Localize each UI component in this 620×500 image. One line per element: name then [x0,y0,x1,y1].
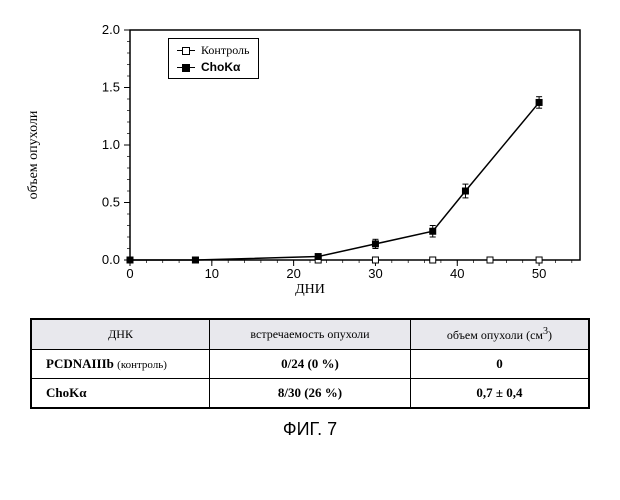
svg-text:1.0: 1.0 [102,137,120,152]
cell-dnk: PCDNAIIIb (контроль) [31,350,210,379]
chart-legend: Контроль ChoKα [168,38,259,79]
legend-item-choka: ChoKα [177,59,250,75]
table-row: PCDNAIIIb (контроль) 0/24 (0 %) 0 [31,350,589,379]
col-header-incidence: встречаемость опухоли [210,319,411,350]
cell-incidence: 8/30 (26 %) [210,379,411,409]
table-header-row: ДНК встречаемость опухоли объем опухоли … [31,319,589,350]
cell-incidence: 0/24 (0 %) [210,350,411,379]
y-axis-label: объем опухоли [26,111,42,200]
legend-label: ChoKα [201,60,240,74]
svg-text:2.0: 2.0 [102,22,120,37]
filled-square-icon [177,67,195,68]
figure-caption: ФИГ. 7 [20,419,600,440]
svg-text:0.5: 0.5 [102,195,120,210]
svg-text:0.0: 0.0 [102,252,120,267]
svg-text:30: 30 [368,266,382,281]
cell-volume: 0 [410,350,589,379]
open-square-icon [177,50,195,51]
table-row: ChoKα 8/30 (26 %) 0,7 ± 0,4 [31,379,589,409]
col-header-dnk: ДНК [31,319,210,350]
svg-text:20: 20 [286,266,300,281]
chart-panel: 0.0 0.5 1.0 1.5 2.0 0 10 20 30 40 50 объем опухоли… [20,10,600,300]
chart-svg: 0.0 0.5 1.0 1.5 2.0 0 10 20 30 40 50 [20,10,600,300]
col-header-volume: объем опухоли (см3) объем опухоли (см3) [410,319,589,350]
data-table: ДНК встречаемость опухоли объем опухоли … [30,318,590,409]
svg-text:1.5: 1.5 [102,80,120,95]
svg-text:0: 0 [126,266,133,281]
svg-text:50: 50 [532,266,546,281]
x-axis-label: ДНИ [295,282,325,298]
legend-label: Контроль [201,43,250,58]
svg-text:10: 10 [205,266,219,281]
svg-text:40: 40 [450,266,464,281]
cell-volume: 0,7 ± 0,4 [410,379,589,409]
cell-dnk: ChoKα [31,379,210,409]
legend-item-control: Контроль [177,42,250,59]
